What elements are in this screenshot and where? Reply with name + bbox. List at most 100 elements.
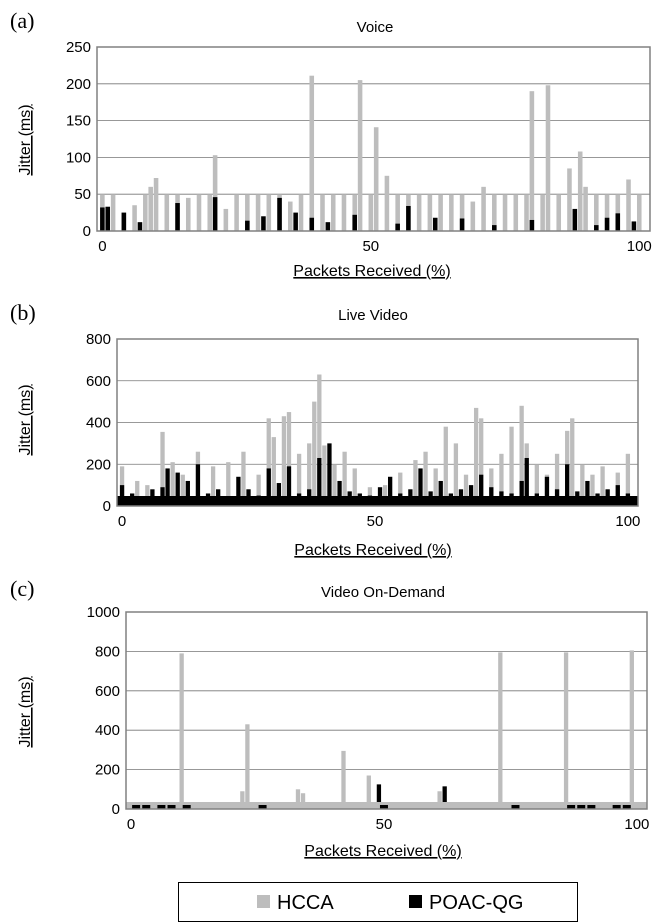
bar-poac-qg bbox=[524, 457, 529, 506]
bar-hcca bbox=[438, 194, 443, 231]
bar-hcca bbox=[563, 652, 569, 809]
bar-hcca bbox=[470, 201, 476, 231]
bar-hcca bbox=[135, 480, 140, 506]
bar-hcca bbox=[413, 460, 418, 506]
bar-hcca bbox=[164, 194, 170, 231]
bar-hcca bbox=[223, 208, 229, 231]
bar-poac-qg bbox=[175, 472, 180, 506]
bar-hcca bbox=[443, 426, 448, 506]
legend: HCCA POAC-QG bbox=[178, 882, 578, 922]
bar-hcca bbox=[416, 194, 422, 231]
panel-live-video: (b) Live Video Packets Received (%) Jitt… bbox=[10, 300, 640, 559]
bar-hcca bbox=[437, 791, 442, 809]
bar-hcca bbox=[423, 451, 428, 506]
bar-poac-qg bbox=[406, 205, 411, 231]
bar-poac-qg bbox=[438, 480, 443, 506]
bar-hcca bbox=[384, 175, 390, 231]
bar-hcca bbox=[473, 407, 479, 506]
bar-hcca bbox=[330, 194, 336, 231]
bar-hcca bbox=[307, 443, 312, 506]
bar-hcca bbox=[312, 401, 317, 506]
y-tick-label: 0 bbox=[112, 801, 120, 818]
bar-hcca bbox=[287, 201, 293, 231]
panel-letter: (a) bbox=[10, 8, 34, 33]
bar-hcca bbox=[332, 464, 337, 506]
bar-poac-qg bbox=[266, 468, 271, 506]
bar-poac-qg bbox=[544, 476, 550, 506]
x-tick-label: 100 bbox=[627, 238, 652, 255]
panel-voice: (a) Voice Packets Received (%) Jitter (m… bbox=[10, 8, 652, 280]
bar-hcca bbox=[143, 194, 148, 231]
bar-poac-qg bbox=[585, 480, 590, 506]
bar-poac-qg bbox=[337, 480, 342, 506]
bar-hcca bbox=[373, 127, 379, 231]
bar-hcca bbox=[368, 194, 374, 231]
bar-hcca bbox=[395, 194, 400, 231]
bar-hcca bbox=[185, 197, 191, 231]
bar-hcca bbox=[509, 426, 514, 506]
bar-poac-qg bbox=[587, 805, 596, 809]
bar-poac-qg-baseline bbox=[117, 496, 638, 506]
bar-hcca bbox=[180, 474, 185, 506]
bar-hcca bbox=[300, 793, 306, 809]
bar-poac-qg bbox=[165, 468, 170, 506]
bar-hcca bbox=[298, 194, 304, 231]
bar-hcca bbox=[398, 472, 403, 506]
y-tick-label: 1000 bbox=[87, 604, 120, 621]
bar-hcca bbox=[212, 155, 218, 231]
bar-poac-qg bbox=[594, 225, 599, 231]
bar-poac-qg bbox=[442, 786, 447, 809]
bar-hcca bbox=[556, 194, 562, 231]
bar-poac-qg bbox=[100, 207, 105, 231]
bar-hcca bbox=[196, 194, 202, 231]
bar-poac-qg bbox=[286, 466, 292, 506]
y-axis-label: Jitter (ms) bbox=[17, 676, 34, 747]
bar-hcca bbox=[427, 194, 433, 231]
bar-hcca bbox=[459, 194, 465, 231]
bar-poac-qg bbox=[529, 219, 535, 231]
bar-poac-qg bbox=[615, 485, 620, 506]
bar-hcca bbox=[226, 462, 231, 506]
bar-poac-qg bbox=[376, 784, 382, 809]
y-tick-label: 800 bbox=[86, 331, 111, 348]
bar-hcca bbox=[245, 724, 250, 809]
bar-poac-qg bbox=[327, 443, 332, 506]
legend-label: POAC-QG bbox=[429, 892, 524, 914]
bar-poac-qg bbox=[167, 805, 176, 809]
bar-hcca bbox=[241, 451, 246, 506]
x-tick-label: 0 bbox=[118, 513, 126, 530]
bar-hcca bbox=[317, 374, 322, 506]
y-tick-label: 600 bbox=[86, 373, 111, 390]
bar-poac-qg bbox=[309, 217, 315, 231]
bar-hcca bbox=[580, 464, 585, 506]
x-tick-label: 0 bbox=[98, 238, 106, 255]
bar-hcca bbox=[110, 194, 116, 231]
x-tick-label: 100 bbox=[624, 816, 649, 833]
bar-hcca bbox=[352, 194, 357, 231]
bar-poac-qg bbox=[245, 220, 250, 231]
bar-hcca bbox=[453, 443, 459, 506]
bar-hcca bbox=[524, 194, 529, 231]
x-tick-label: 50 bbox=[367, 513, 384, 530]
bar-hcca bbox=[626, 179, 631, 231]
chart-title: Live Video bbox=[338, 307, 408, 324]
x-axis-label: Packets Received (%) bbox=[304, 843, 461, 860]
y-axis-label: Jitter (ms) bbox=[17, 384, 34, 455]
bar-hcca bbox=[479, 418, 484, 506]
bar-poac-qg bbox=[182, 805, 191, 809]
bar-hcca bbox=[160, 431, 165, 506]
bar-poac-qg bbox=[317, 457, 322, 506]
y-tick-label: 150 bbox=[66, 113, 91, 130]
bar-poac-qg bbox=[432, 217, 438, 231]
bar-hcca bbox=[629, 650, 634, 809]
legend-label: HCCA bbox=[277, 892, 334, 914]
bar-hcca bbox=[341, 194, 347, 231]
bar-poac-qg bbox=[511, 805, 520, 809]
panel-letter: (c) bbox=[10, 576, 34, 601]
bar-hcca bbox=[145, 485, 150, 506]
bar-hcca bbox=[281, 416, 287, 506]
bar-hcca bbox=[352, 468, 357, 506]
bar-hcca bbox=[286, 412, 292, 506]
bar-hcca bbox=[320, 194, 325, 231]
